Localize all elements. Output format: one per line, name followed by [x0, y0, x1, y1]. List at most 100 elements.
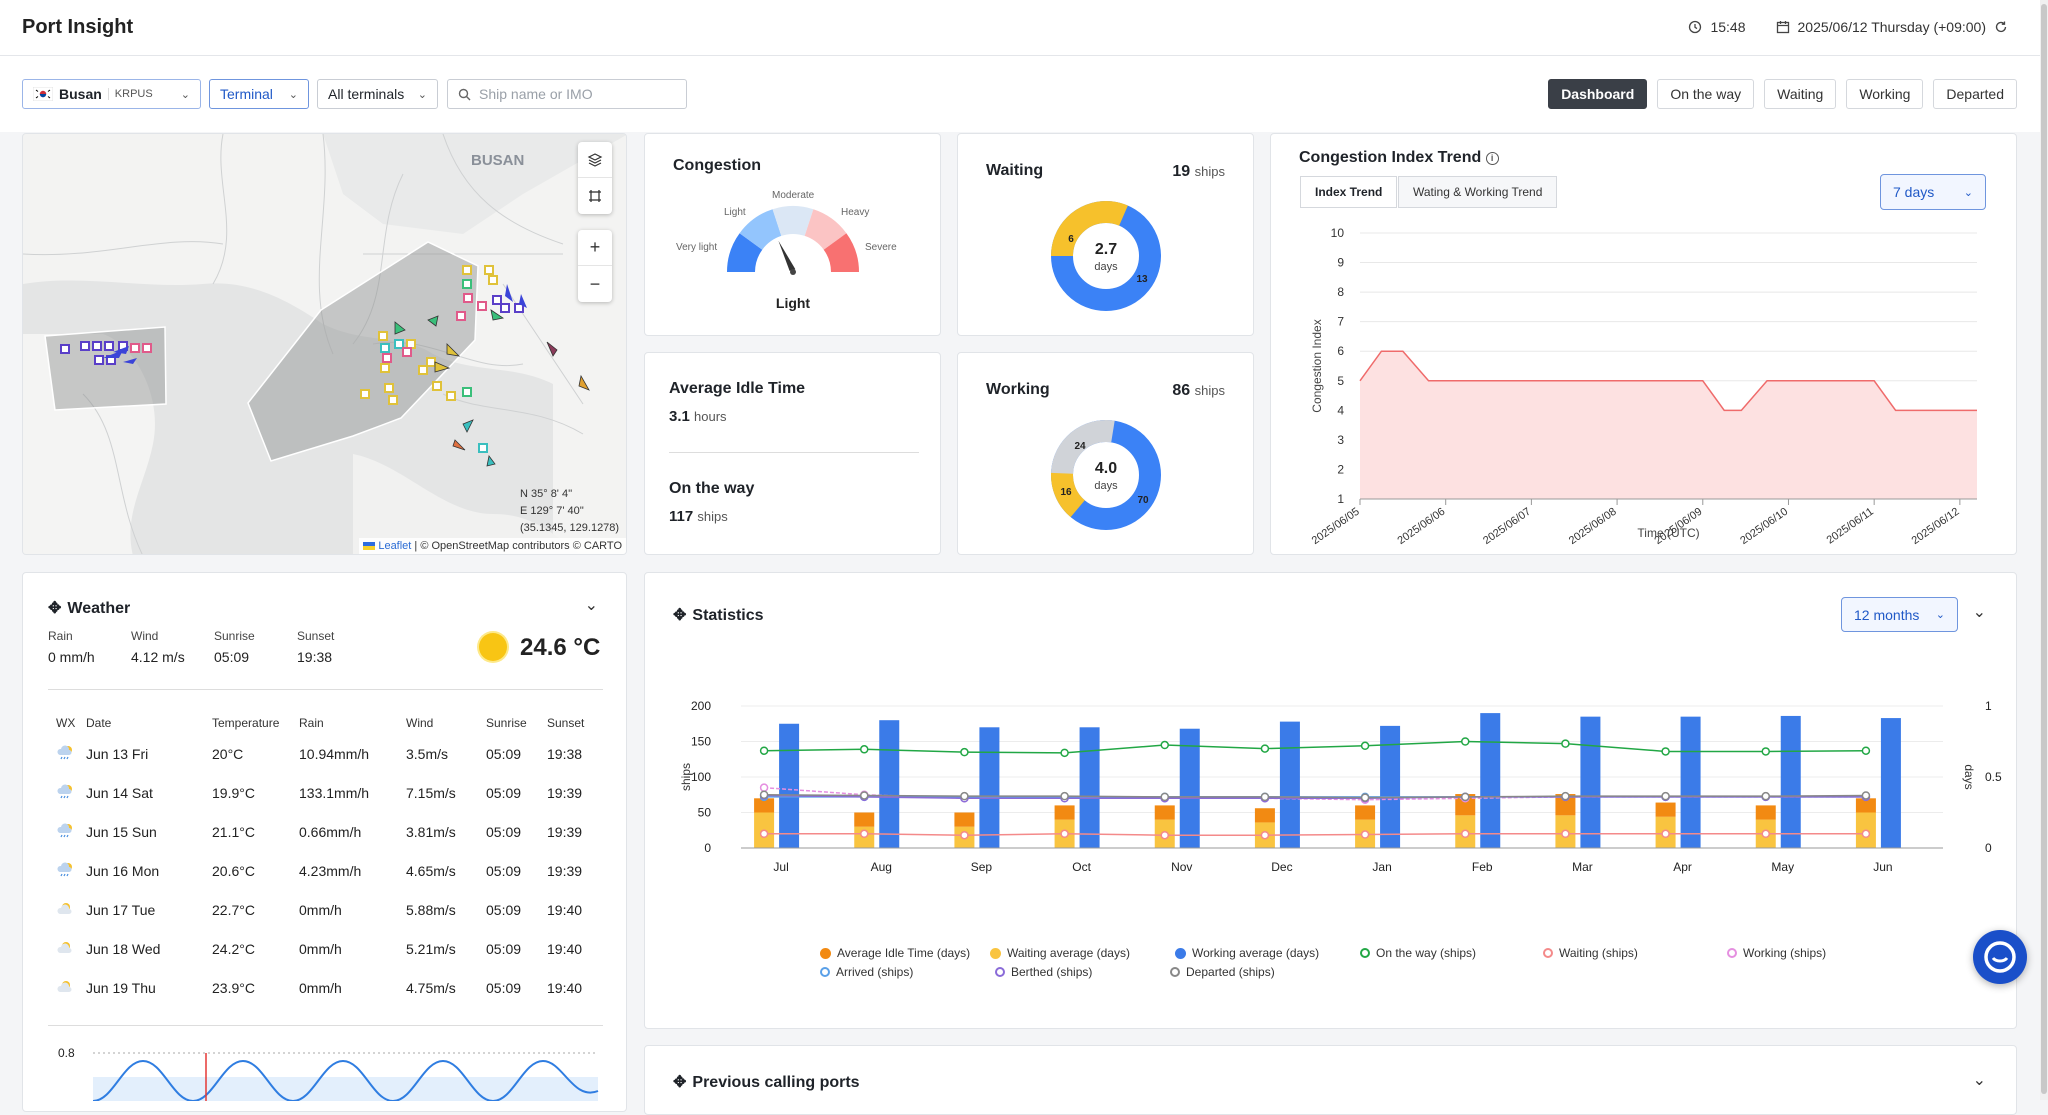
bar-working-average[interactable]: [979, 727, 1000, 848]
tab-on-the-way[interactable]: On the way: [1657, 79, 1755, 109]
map-canvas[interactable]: BUSAN: [23, 134, 627, 555]
bar-average-idle-time[interactable]: [1755, 805, 1776, 820]
bar-average-idle-time[interactable]: [954, 812, 975, 827]
series-point[interactable]: [1561, 829, 1570, 839]
series-point[interactable]: [1060, 748, 1069, 758]
series-point[interactable]: [960, 791, 969, 801]
leaflet-link[interactable]: Leaflet: [378, 540, 412, 552]
zoom-in-icon[interactable]: +: [578, 230, 612, 266]
layers-icon[interactable]: [578, 142, 612, 178]
ship-markers[interactable]: [60, 265, 590, 467]
bar-average-idle-time[interactable]: [1254, 808, 1275, 823]
port-map[interactable]: BUSAN + − N 35° 8' 4'' E 129° 7' 40'': [22, 133, 627, 555]
series-point[interactable]: [1761, 747, 1770, 756]
legend-item[interactable]: Departed (ships): [1170, 965, 1275, 979]
bar-average-idle-time[interactable]: [1655, 802, 1676, 817]
legend-item[interactable]: Arrived (ships): [820, 965, 913, 979]
bar-working-average[interactable]: [1480, 713, 1501, 848]
info-icon[interactable]: i: [1485, 152, 1499, 165]
drag-handle-icon[interactable]: ✥: [673, 607, 687, 624]
series-point[interactable]: [1360, 793, 1370, 802]
legend-item[interactable]: Waiting average (days): [990, 946, 1130, 960]
series-point[interactable]: [1461, 829, 1470, 839]
series-point[interactable]: [1661, 829, 1670, 839]
statistics-range-select[interactable]: 12 months ⌄: [1841, 597, 1958, 632]
crop-icon[interactable]: [578, 178, 612, 214]
bar-average-idle-time[interactable]: [1455, 794, 1476, 816]
drag-handle-icon[interactable]: ✥: [48, 600, 62, 617]
tab-departed[interactable]: Departed: [1933, 79, 2017, 109]
tab-working[interactable]: Working: [1846, 79, 1924, 109]
trend-range-select[interactable]: 7 days ⌄: [1880, 174, 1986, 210]
series-point[interactable]: [860, 791, 869, 800]
ship-search-input[interactable]: [479, 86, 669, 102]
series-point[interactable]: [1160, 792, 1169, 802]
series-point[interactable]: [1360, 741, 1370, 751]
series-point[interactable]: [860, 745, 869, 754]
series-point[interactable]: [1060, 829, 1069, 839]
series-point[interactable]: [860, 829, 869, 839]
bar-average-idle-time[interactable]: [1555, 794, 1576, 816]
series-point[interactable]: [1260, 792, 1270, 802]
legend-item[interactable]: Average Idle Time (days): [820, 946, 970, 960]
series-point[interactable]: [1561, 739, 1570, 748]
tab-waiting[interactable]: Waiting: [1764, 79, 1837, 109]
chevron-down-icon[interactable]: ⌄: [1972, 604, 1986, 621]
tab-dashboard[interactable]: Dashboard: [1548, 79, 1648, 109]
series-point[interactable]: [960, 747, 969, 757]
series-point[interactable]: [759, 829, 769, 839]
bar-average-idle-time[interactable]: [1054, 805, 1075, 820]
legend-item[interactable]: Working (ships): [1727, 946, 1826, 960]
chevron-down-icon[interactable]: ⌄: [584, 597, 598, 614]
bar-working-average[interactable]: [1279, 721, 1300, 848]
zoom-out-icon[interactable]: −: [589, 273, 601, 294]
refresh-icon[interactable]: [1994, 20, 2008, 34]
tab-waiting-working-trend[interactable]: Wating & Working Trend: [1398, 176, 1558, 208]
bar-average-idle-time[interactable]: [1855, 798, 1876, 813]
legend-item[interactable]: On the way (ships): [1360, 946, 1476, 960]
series-point[interactable]: [759, 790, 769, 799]
bar-average-idle-time[interactable]: [854, 812, 875, 827]
bar-working-average[interactable]: [1380, 725, 1401, 848]
series-point[interactable]: [1260, 830, 1270, 840]
tab-index-trend[interactable]: Index Trend: [1300, 176, 1398, 208]
bar-working-average[interactable]: [879, 720, 900, 848]
series-point[interactable]: [759, 783, 769, 792]
series-point[interactable]: [1461, 737, 1470, 746]
legend-item[interactable]: Waiting (ships): [1543, 946, 1638, 960]
series-point[interactable]: [1260, 744, 1270, 753]
series-point[interactable]: [1461, 792, 1470, 802]
bar-working-average[interactable]: [779, 723, 800, 848]
series-point[interactable]: [759, 746, 769, 755]
bar-average-idle-time[interactable]: [1355, 805, 1376, 820]
series-point[interactable]: [1661, 791, 1670, 801]
series-point[interactable]: [1861, 746, 1871, 755]
bar-average-idle-time[interactable]: [1154, 805, 1175, 820]
series-point[interactable]: [1060, 791, 1069, 801]
port-select[interactable]: Busan KRPUS ⌄: [22, 79, 201, 109]
chevron-down-icon[interactable]: ⌄: [1972, 1072, 1986, 1089]
terminal-select[interactable]: Terminal ⌄: [209, 79, 309, 109]
series-point[interactable]: [1861, 791, 1871, 800]
series-point[interactable]: [1761, 791, 1770, 801]
bar-average-idle-time[interactable]: [754, 798, 775, 813]
bar-working-average[interactable]: [1179, 728, 1200, 848]
bar-working-average[interactable]: [1680, 716, 1701, 848]
all-terminals-select[interactable]: All terminals ⌄: [317, 79, 438, 109]
series-point[interactable]: [1861, 829, 1871, 839]
page-scrollbar[interactable]: [2040, 0, 2048, 1100]
legend-item[interactable]: Berthed (ships): [995, 965, 1092, 979]
legend-item[interactable]: Working average (days): [1175, 946, 1319, 960]
bar-working-average[interactable]: [1079, 727, 1100, 848]
series-point[interactable]: [1761, 829, 1770, 839]
bar-working-average[interactable]: [1880, 718, 1901, 848]
series-point[interactable]: [1661, 747, 1670, 756]
bar-working-average[interactable]: [1580, 716, 1601, 848]
chat-button[interactable]: [1973, 930, 2027, 984]
series-point[interactable]: [1561, 791, 1570, 801]
series-point[interactable]: [1360, 830, 1370, 839]
scrollbar-thumb[interactable]: [2041, 4, 2047, 1094]
series-point[interactable]: [1160, 740, 1169, 750]
bar-working-average[interactable]: [1780, 715, 1801, 848]
drag-handle-icon[interactable]: ✥: [673, 1074, 687, 1091]
